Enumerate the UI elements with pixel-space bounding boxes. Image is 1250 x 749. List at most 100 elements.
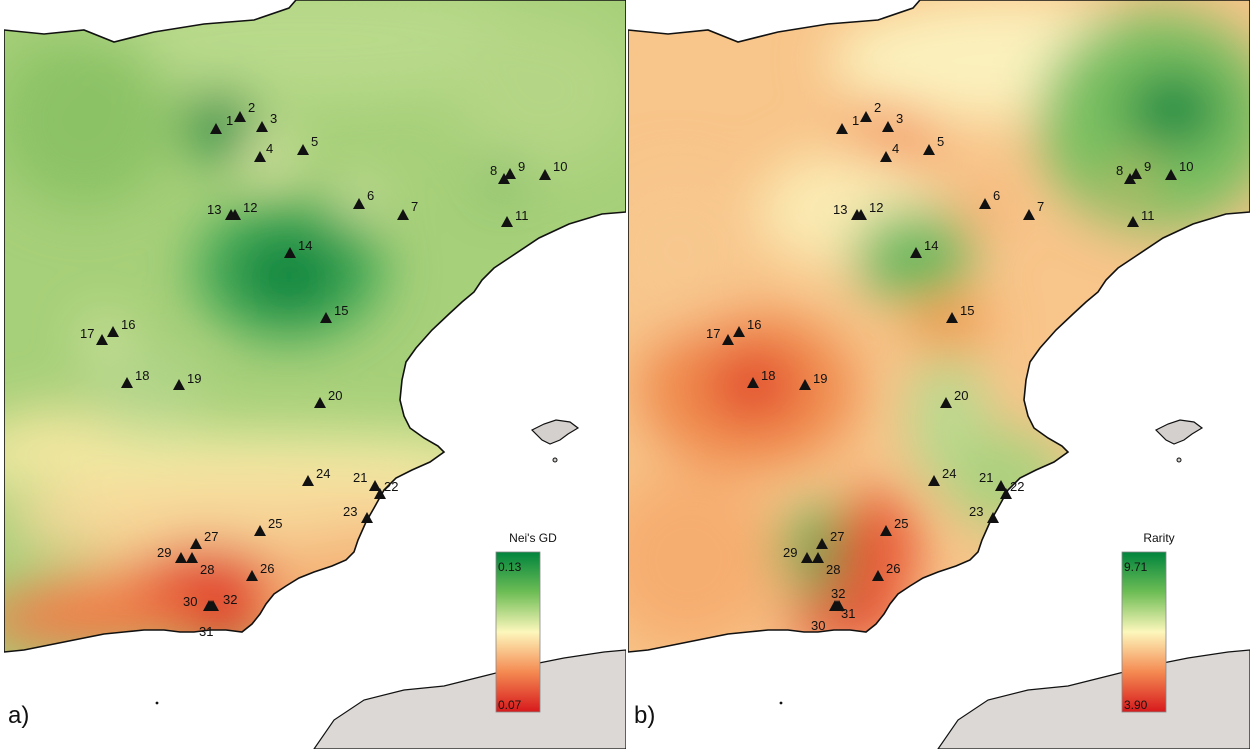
site-7: 7 [1023,199,1044,220]
site-label: 11 [1141,208,1155,223]
site-marker-icon [833,600,845,611]
site-marker-icon [923,144,935,155]
site-marker-icon [910,247,922,258]
site-label: 2 [874,100,881,115]
site-marker-icon [284,247,296,258]
site-16: 16 [733,317,761,337]
legend-min-a: 0.07 [498,698,522,712]
site-label: 7 [1037,199,1044,214]
site-23: 23 [343,504,373,523]
site-marker-icon [320,312,332,323]
site-13: 13 [207,202,237,220]
site-marker-icon [747,377,759,388]
site-label: 29 [783,545,797,560]
site-marker-icon [234,111,246,122]
site-8: 8 [490,163,510,184]
site-label: 4 [892,141,899,156]
site-28: 28 [812,552,840,577]
site-23: 23 [969,504,999,523]
site-1: 1 [210,113,233,134]
site-3: 3 [882,111,903,132]
site-label: 14 [924,238,938,253]
site-label: 8 [1116,163,1123,178]
site-marker-icon [504,168,516,179]
site-label: 30 [183,594,197,609]
site-10: 10 [539,159,567,180]
site-label: 17 [706,326,720,341]
island [530,419,580,445]
site-marker-icon [880,525,892,536]
site-label: 21 [353,470,367,485]
site-marker-icon [397,209,409,220]
site-15: 15 [320,303,348,323]
site-label: 7 [411,199,418,214]
site-marker-icon [501,216,513,227]
site-14: 14 [284,238,312,258]
site-marker-icon [353,198,365,209]
site-label: 23 [969,504,983,519]
site-label: 6 [367,188,374,203]
site-marker-icon [979,198,991,209]
site-marker-icon [1165,169,1177,180]
coastline [628,0,1250,653]
site-4: 4 [254,141,273,162]
site-25: 25 [254,516,282,536]
legend-max-b: 9.71 [1124,560,1148,574]
site-marker-icon [369,480,381,491]
site-29: 29 [783,545,813,563]
site-17: 17 [706,326,734,345]
site-marker-icon [940,397,952,408]
site-label: 8 [490,163,497,178]
site-marker-icon [173,379,185,390]
site-label: 12 [243,200,257,215]
site-label: 14 [298,238,312,253]
site-marker-icon [851,209,863,220]
site-marker-icon [987,512,999,523]
site-label: 29 [157,545,171,560]
site-marker-icon [812,552,824,563]
site-marker-icon [928,475,940,486]
site-marker-icon [121,377,133,388]
site-label: 24 [942,466,956,481]
site-label: 6 [993,188,1000,203]
site-label: 13 [207,202,221,217]
site-label: 15 [334,303,348,318]
site-marker-icon [1130,168,1142,179]
site-4: 4 [880,141,899,162]
legend-color-bar [495,551,541,713]
site-marker-icon [225,209,237,220]
site-label: 18 [761,368,775,383]
site-28: 28 [186,552,214,577]
site-18: 18 [121,368,149,388]
site-label: 19 [813,371,827,386]
site-label: 31 [841,606,855,621]
site-label: 1 [226,113,233,128]
site-label: 4 [266,141,273,156]
site-19: 19 [173,371,201,390]
legend-color-bar [1121,551,1167,713]
site-label: 3 [896,111,903,126]
site-label: 12 [869,200,883,215]
site-21: 21 [353,470,381,491]
site-marker-icon [995,480,1007,491]
site-14: 14 [910,238,938,258]
site-marker-icon [836,123,848,134]
site-marker-icon [314,397,326,408]
interpolated-surface [628,0,1250,652]
site-5: 5 [923,134,944,155]
site-9: 9 [1130,159,1151,179]
site-marker-icon [297,144,309,155]
site-32: 32 [207,592,237,611]
site-24: 24 [928,466,956,486]
site-marker-icon [107,326,119,337]
site-marker-icon [302,475,314,486]
site-17: 17 [80,326,108,345]
map-panel-a: 1 2 3 4 5 6 7 8 9 10 11 12 13 14 15 16 17 18 19 20 21 22 23 24 2… [4,0,626,749]
site-21: 21 [979,470,1007,491]
site-27: 27 [816,529,844,549]
site-marker-icon [860,111,872,122]
site-marker-icon [186,552,198,563]
site-label: 17 [80,326,94,341]
site-label: 2 [248,100,255,115]
